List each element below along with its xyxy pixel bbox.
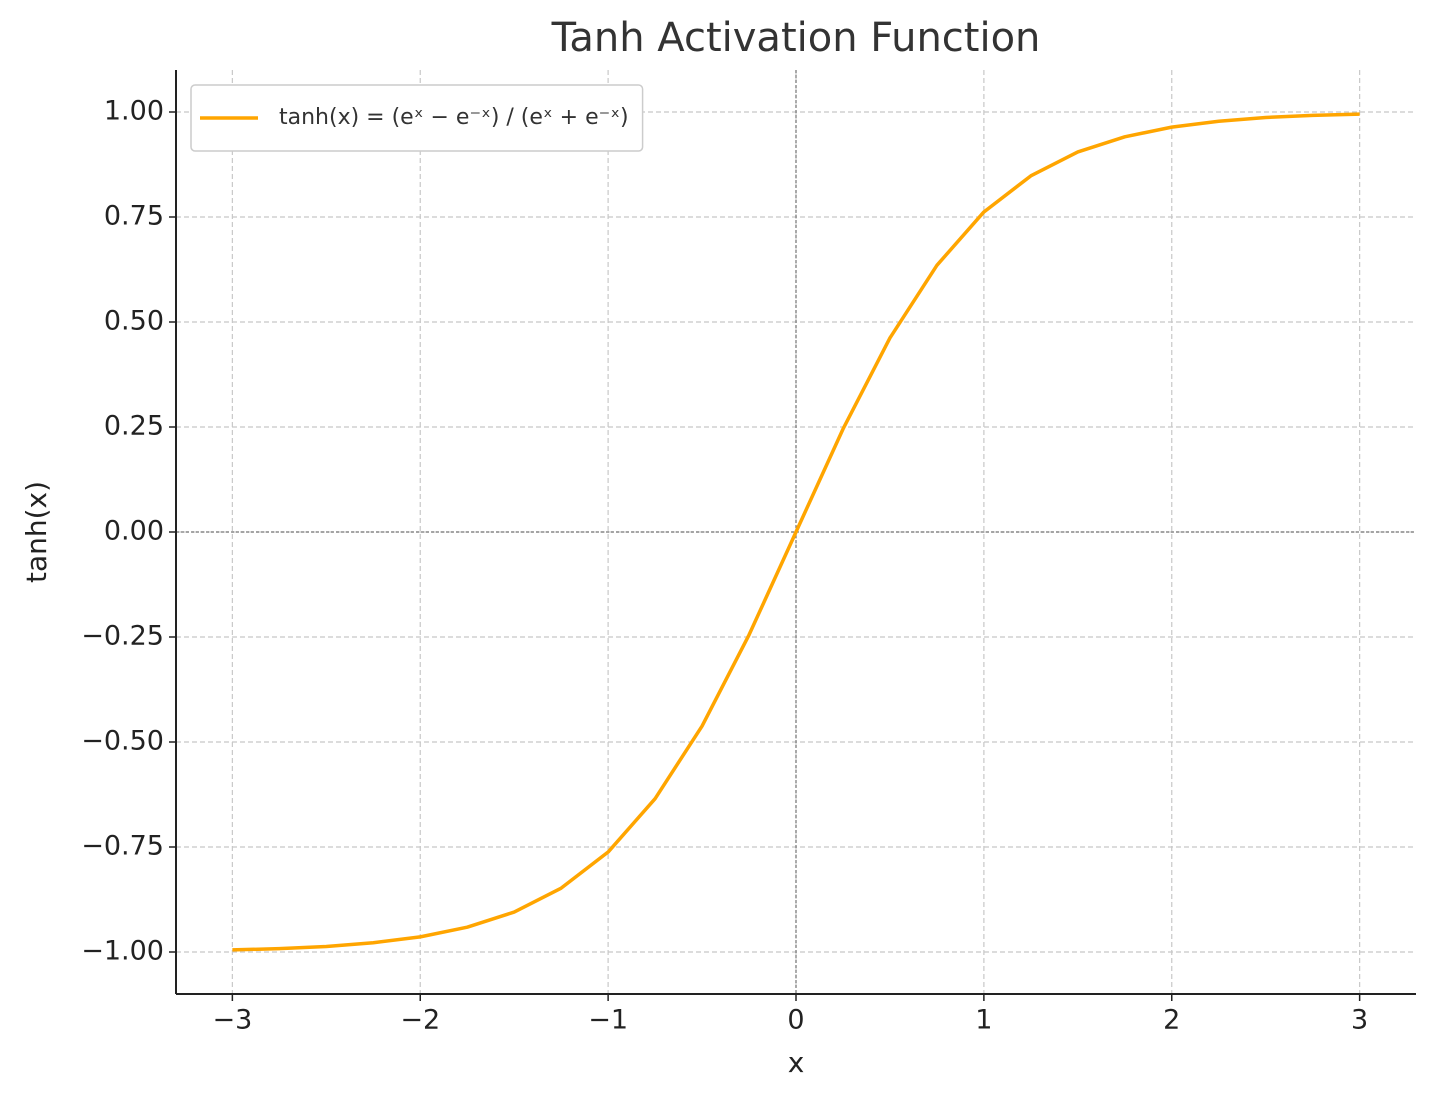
y-tick-label: −0.75	[81, 831, 164, 862]
y-tick-label: −0.25	[81, 621, 164, 652]
x-tick-label: 1	[975, 1005, 992, 1036]
x-tick-label: −3	[212, 1005, 252, 1036]
chart-title: Tanh Activation Function	[551, 15, 1041, 61]
series-line	[232, 112, 1360, 952]
y-tick-label: 0.50	[104, 306, 164, 337]
legend-box	[190, 84, 644, 152]
y-tick-label: −0.50	[81, 726, 164, 757]
y-tick-label: 0.75	[104, 201, 164, 232]
x-tick-label: −1	[588, 1005, 628, 1036]
x-tick-label: 3	[1351, 1005, 1368, 1036]
y-axis-label: tanh(x)	[20, 481, 53, 583]
y-tick-label: 0.25	[104, 411, 164, 442]
x-tick-label: −2	[400, 1005, 440, 1036]
legend: tanh(x) = (eˣ − e⁻ˣ) / (eˣ + e⁻ˣ)	[190, 84, 644, 152]
legend-label: tanh(x) = (eˣ − e⁻ˣ) / (eˣ + e⁻ˣ)	[279, 105, 629, 130]
x-tick-label: 0	[787, 1005, 804, 1036]
y-tick-label: 0.00	[104, 516, 164, 547]
x-tick-label: 2	[1163, 1005, 1180, 1036]
y-tick-label: −1.00	[81, 936, 164, 967]
y-tick-label: 1.00	[104, 96, 164, 127]
x-axis-label: x	[788, 1046, 805, 1079]
